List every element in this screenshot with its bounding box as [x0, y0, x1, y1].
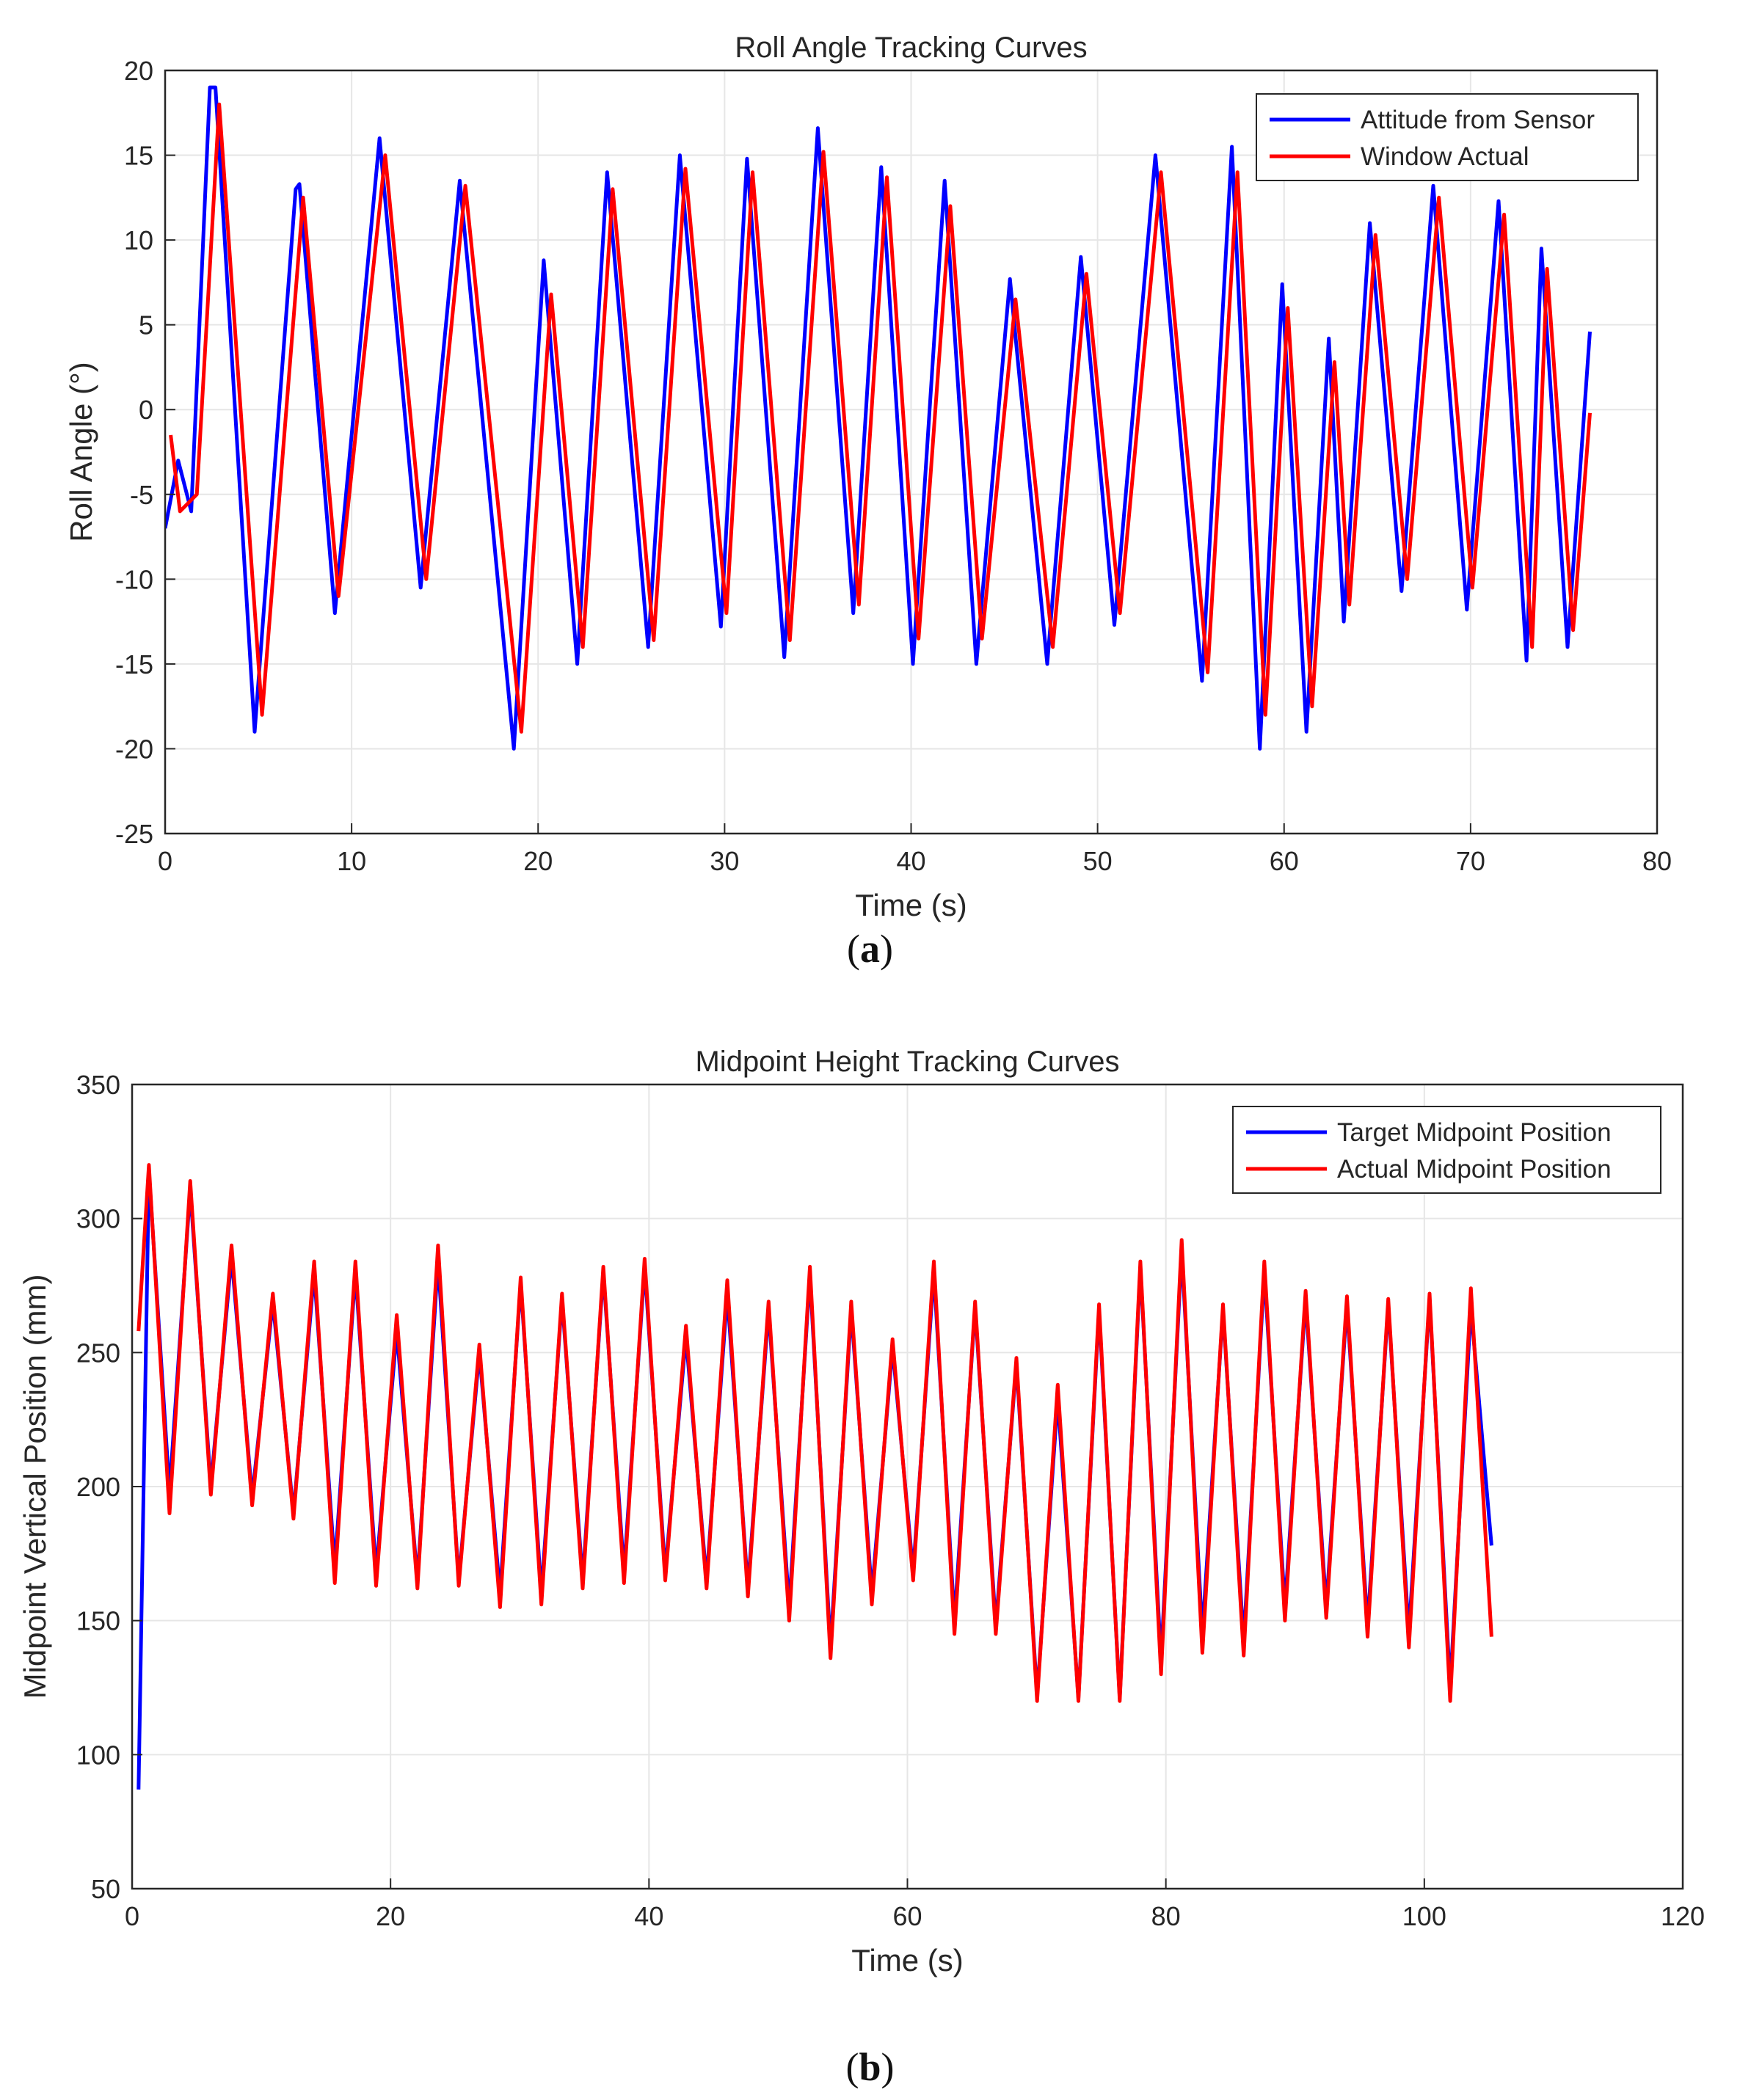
- x-tick-label: 0: [158, 846, 172, 876]
- caption-b-letter: b: [859, 2045, 881, 2089]
- caption-b: (b): [845, 2045, 895, 2089]
- x-tick-label: 20: [376, 1901, 405, 1931]
- x-tick-label: 0: [125, 1901, 139, 1931]
- x-tick-label: 40: [896, 846, 925, 876]
- y-tick-label: 10: [124, 225, 153, 255]
- x-tick-label: 10: [337, 846, 366, 876]
- y-tick-label: 250: [76, 1338, 120, 1368]
- y-tick-label: 5: [139, 310, 153, 340]
- y-tick-label: 350: [76, 1070, 120, 1100]
- y-tick-label: 100: [76, 1740, 120, 1770]
- legend-label-2: Window Actual: [1361, 142, 1529, 171]
- y-tick-label: -10: [115, 564, 153, 594]
- x-tick-label: 100: [1402, 1901, 1446, 1931]
- series-line-1: [165, 85, 1592, 751]
- x-tick-label: 20: [523, 846, 553, 876]
- midpoint-height-chart: 0 20 40 60 80 100 120 50 100 150 200 250 300 350 Midpo…: [18, 1046, 1705, 1977]
- series-line-2: [169, 102, 1592, 734]
- caption-a: (a): [847, 927, 893, 971]
- y-tick-label: 200: [76, 1472, 120, 1502]
- x-tick-label: 120: [1661, 1901, 1705, 1931]
- y-tick-label: 0: [139, 395, 153, 425]
- y-axis-label: Roll Angle (°): [64, 362, 98, 542]
- legend-label-2: Actual Midpoint Position: [1337, 1155, 1612, 1184]
- series-line-2: [136, 1163, 1493, 1703]
- x-tick-label: 70: [1456, 846, 1485, 876]
- x-tick-label: 50: [1083, 846, 1113, 876]
- chart-title: Midpoint Height Tracking Curves: [695, 1046, 1119, 1078]
- y-tick-label: 300: [76, 1204, 120, 1234]
- y-tick-label: 150: [76, 1606, 120, 1636]
- y-tick-label: -15: [115, 649, 153, 679]
- x-tick-label: 80: [1151, 1901, 1181, 1931]
- chart-title: Roll Angle Tracking Curves: [735, 32, 1087, 64]
- y-tick-label: -25: [115, 819, 153, 849]
- y-tick-label: 20: [124, 56, 153, 86]
- caption-a-letter: a: [860, 927, 880, 971]
- x-axis-label: Time (s): [851, 1943, 963, 1977]
- y-tick-label: -20: [115, 734, 153, 764]
- y-tick-label: 50: [91, 1874, 120, 1904]
- x-axis-label: Time (s): [855, 888, 967, 922]
- y-tick-label: 15: [124, 141, 153, 171]
- legend-box: [1232, 1106, 1661, 1194]
- y-tick-label: -5: [130, 480, 153, 510]
- x-tick-label: 80: [1642, 846, 1672, 876]
- x-tick-label: 40: [634, 1901, 663, 1931]
- x-tick-label: 30: [710, 846, 739, 876]
- x-tick-label: 60: [1270, 846, 1299, 876]
- panel-a-roll-angle: 0 10 20 30 40 50 60 70 80 -25 -20 -15 -10 -5 0 5 10 15 20 R…: [0, 0, 1740, 1027]
- legend-label-1: Target Midpoint Position: [1337, 1118, 1612, 1147]
- legend-label-1: Attitude from Sensor: [1361, 106, 1595, 134]
- y-axis-label: Midpoint Vertical Position (mm): [18, 1275, 52, 1699]
- x-tick-label: 60: [892, 1901, 922, 1931]
- panel-b-midpoint-height: 0 20 40 60 80 100 120 50 100 150 200 250 300 350 Midpo…: [0, 1027, 1740, 2100]
- legend-box: [1256, 93, 1639, 181]
- roll-angle-chart: 0 10 20 30 40 50 60 70 80 -25 -20 -15 -10 -5 0 5 10 15 20 R…: [64, 32, 1672, 922]
